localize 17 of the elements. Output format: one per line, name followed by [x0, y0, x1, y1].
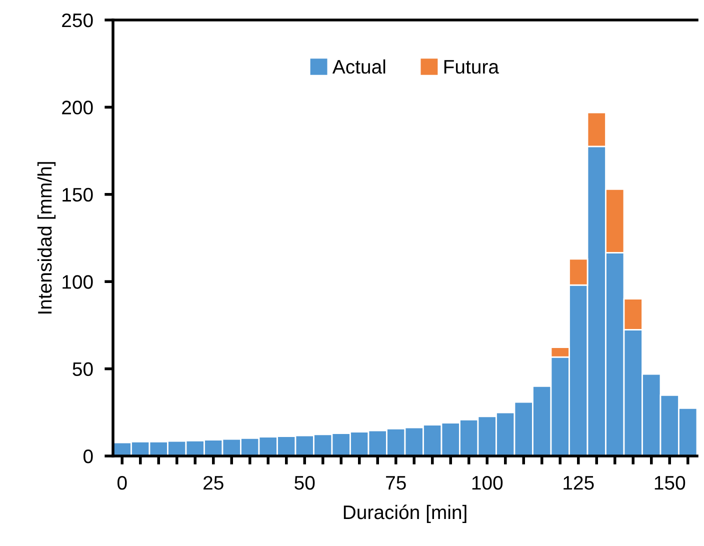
x-tick-label: 25 [204, 476, 224, 490]
y-tick-label: 50 [72, 362, 93, 376]
y-tick-label: 100 [62, 275, 93, 289]
x-tick-label: 50 [294, 476, 315, 490]
y-tick-label: 0 [84, 449, 93, 464]
x-axis-title: Duración [min] [344, 504, 466, 524]
x-tick-label: 150 [654, 476, 686, 490]
x-tick-label: 100 [472, 476, 503, 490]
y-tick-label: 150 [62, 188, 93, 202]
legend-label: Futura [444, 60, 500, 74]
x-tick-label: 125 [564, 476, 594, 490]
y-axis-title: Intensidad [mm/h] [37, 162, 56, 314]
y-tick-label: 200 [62, 100, 93, 114]
legend-label: Actual [332, 59, 386, 74]
x-tick-label: 0 [117, 476, 127, 490]
y-tick-label: 250 [62, 13, 93, 28]
x-tick-label: 75 [386, 476, 406, 490]
